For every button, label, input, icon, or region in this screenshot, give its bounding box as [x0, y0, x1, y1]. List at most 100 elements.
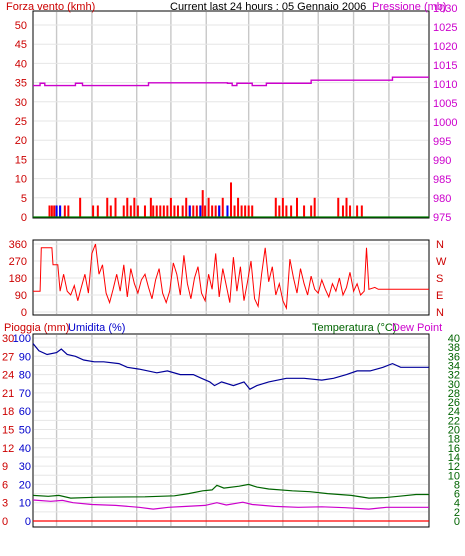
rain-tick-0: 0: [2, 516, 8, 528]
wind-axis-ticks: 0 5 10 15 20 25 30 35 40 45 50: [15, 20, 27, 224]
rain-tick-6: 18: [2, 406, 14, 418]
dir-degree-tick-4: 360: [9, 239, 27, 251]
temperature-tick-13: 26: [448, 397, 460, 409]
temperature-tick-1: 2: [454, 507, 460, 519]
wind-bar-63: [360, 205, 363, 217]
wind-bar-22: [159, 205, 162, 217]
wind-bar-56: [310, 205, 313, 217]
rain-tick-9: 27: [2, 351, 14, 363]
wind-bar-25: [169, 197, 172, 217]
temperature-tick-16: 32: [448, 370, 460, 382]
wind-bar-32: [195, 205, 198, 217]
pressure-axis-label: Pressione (mb): [372, 1, 447, 13]
wind-bar-60: [345, 197, 348, 217]
wind-bar-29: [185, 197, 188, 217]
rain-tick-2: 6: [2, 479, 8, 491]
wind-bar-19: [149, 197, 152, 217]
wind-bar-34: [201, 190, 204, 217]
wind-bar-7: [79, 197, 82, 217]
rain-tick-8: 24: [2, 370, 14, 382]
wind-bar-9: [96, 205, 99, 217]
chart-title: Current last 24 hours : 05 Gennaio 2006: [170, 1, 366, 13]
humidity-tick-2: 20: [19, 479, 31, 491]
wind-tick-1: 5: [21, 193, 27, 205]
temperature-tick-2: 4: [454, 498, 460, 510]
gust-bar-3: [199, 205, 202, 217]
temperature-tick-15: 30: [448, 379, 460, 391]
wind-tick-8: 40: [15, 58, 27, 70]
pressure-tick-0: 975: [433, 212, 451, 224]
pressure-tick-9: 1020: [433, 41, 457, 53]
wind-axis-label: Forza vento (kmh): [6, 1, 95, 13]
pressure-tick-8: 1015: [433, 60, 457, 72]
pressure-tick-5: 1000: [433, 117, 457, 129]
temperature-tick-3: 6: [454, 489, 460, 501]
humidity-tick-7: 70: [19, 388, 31, 400]
wind-bar-10: [106, 197, 109, 217]
rain-tick-3: 9: [2, 461, 8, 473]
wind-tick-7: 35: [15, 78, 27, 90]
wind-bar-57: [313, 197, 316, 217]
wind-bar-61: [349, 205, 352, 217]
wind-bar-28: [181, 205, 184, 217]
humidity-axis-label: Umidita (%): [68, 322, 125, 334]
wind-bar-20: [152, 205, 155, 217]
humidity-tick-8: 80: [19, 370, 31, 382]
pressure-tick-4: 995: [433, 136, 451, 148]
rain-axis-label: Pioggia (mm): [4, 322, 69, 334]
wind-tick-3: 15: [15, 154, 27, 166]
dir-degree-tick-1: 90: [15, 290, 27, 302]
temperature-tick-6: 12: [448, 461, 460, 473]
wind-bars: [48, 182, 363, 217]
wind-tick-5: 25: [15, 116, 27, 128]
wind-bar-43: [233, 205, 236, 217]
wind-bar-55: [303, 205, 306, 217]
pressure-tick-1: 980: [433, 193, 451, 205]
temperature-tick-12: 24: [448, 406, 460, 418]
rain-axis-ticks: 0 3 6 9 12 15 18 21 24 27 30: [2, 333, 14, 528]
pressure-tick-3: 990: [433, 155, 451, 167]
wind-tick-6: 30: [15, 97, 27, 109]
temperature-tick-0: 0: [454, 516, 460, 528]
temperature-tick-17: 34: [448, 360, 460, 372]
wind-bar-47: [247, 205, 250, 217]
wind-bar-51: [281, 197, 284, 217]
temperature-tick-10: 20: [448, 425, 460, 437]
wind-bar-48: [251, 205, 254, 217]
gust-bar-2: [188, 205, 191, 217]
humidity-tick-1: 10: [19, 498, 31, 510]
dir-compass-tick-4: N: [436, 239, 444, 251]
rain-tick-7: 21: [2, 388, 14, 400]
wind-bar-40: [221, 197, 224, 217]
humidity-tick-9: 90: [19, 351, 31, 363]
wind-bar-16: [133, 197, 136, 217]
pressure-tick-10: 1025: [433, 22, 457, 34]
humidity-tick-4: 40: [19, 443, 31, 455]
temperature-tick-8: 16: [448, 443, 460, 455]
dew-point-line: [32, 499, 429, 510]
wind-bar-27: [176, 205, 179, 217]
temperature-tick-11: 22: [448, 415, 460, 427]
humidity-tick-3: 30: [19, 461, 31, 473]
wind-tick-10: 50: [15, 20, 27, 32]
wind-bar-26: [173, 205, 176, 217]
wind-bar-13: [122, 205, 125, 217]
pressure-tick-11: 1030: [433, 3, 457, 15]
direction-degree-ticks: 0 90 180 270 360: [9, 239, 27, 319]
wind-bar-53: [290, 205, 293, 217]
wind-tick-4: 20: [15, 135, 27, 147]
dir-compass-tick-0: N: [436, 307, 444, 319]
temperature-tick-20: 40: [448, 333, 460, 345]
wind-bar-1: [50, 205, 53, 217]
dir-compass-tick-3: W: [436, 256, 447, 268]
pressure-axis-ticks: 975 980 985 990 995 1000 1005 1010 1015 1020 1025 1…: [433, 3, 457, 224]
humidity-tick-10: 100: [13, 333, 31, 345]
dir-degree-tick-3: 270: [9, 256, 27, 268]
wind-bar-17: [136, 205, 139, 217]
wind-bar-18: [143, 205, 146, 217]
humidity-line: [32, 343, 429, 390]
humidity-tick-6: 60: [19, 406, 31, 418]
